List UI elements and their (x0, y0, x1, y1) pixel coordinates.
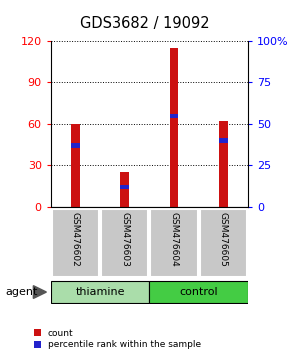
Text: agent: agent (6, 287, 38, 297)
Polygon shape (33, 286, 46, 298)
Bar (120, 185, 129, 189)
Bar (71, 143, 80, 148)
Bar (200, 209, 247, 278)
Bar (170, 114, 178, 118)
Bar (219, 138, 228, 143)
Text: GDS3682 / 19092: GDS3682 / 19092 (80, 16, 210, 30)
Bar (170, 48, 178, 207)
Bar (52, 209, 99, 278)
Text: GSM476604: GSM476604 (169, 212, 179, 267)
Bar (120, 172, 129, 207)
Text: GSM476602: GSM476602 (71, 212, 80, 267)
Bar (51, 281, 149, 303)
Text: GSM476605: GSM476605 (219, 212, 228, 267)
Legend: count, percentile rank within the sample: count, percentile rank within the sample (34, 329, 201, 349)
Bar (150, 209, 198, 278)
Bar (219, 121, 228, 207)
Text: GSM476603: GSM476603 (120, 212, 129, 267)
Text: thiamine: thiamine (75, 287, 125, 297)
Text: control: control (179, 287, 218, 297)
Bar (71, 124, 80, 207)
Bar (101, 209, 148, 278)
Bar (149, 281, 248, 303)
